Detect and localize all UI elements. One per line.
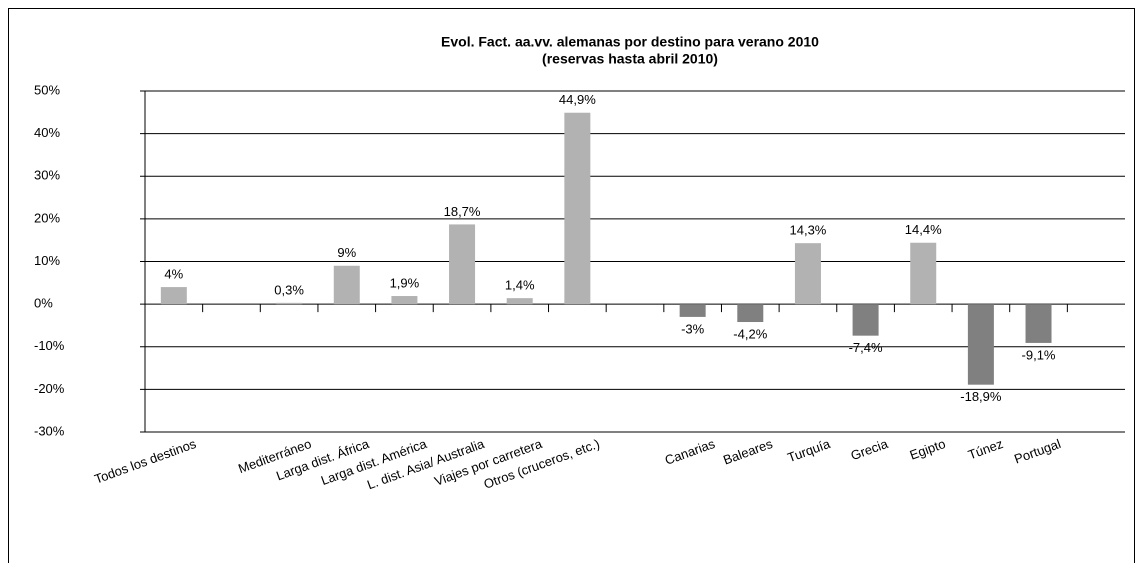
bar xyxy=(160,287,187,305)
data-label: 4% xyxy=(164,267,183,282)
bar xyxy=(1025,304,1052,343)
data-label: 1,4% xyxy=(505,278,535,293)
bar xyxy=(794,243,821,305)
data-label: 18,7% xyxy=(444,204,481,219)
data-label: 9% xyxy=(337,245,356,260)
y-tick-label: 20% xyxy=(34,210,60,225)
chart-subtitle: (reservas hasta abril 2010) xyxy=(542,51,718,67)
y-tick-label: 50% xyxy=(34,82,60,97)
y-tick-label: 40% xyxy=(34,125,60,140)
y-tick-label: -20% xyxy=(34,381,65,396)
y-tick-label: 30% xyxy=(34,168,60,183)
bar xyxy=(910,242,937,305)
bar xyxy=(333,265,360,305)
y-tick-label: -10% xyxy=(34,338,65,353)
y-tick-label: 10% xyxy=(34,253,60,268)
bar xyxy=(852,304,879,336)
bar xyxy=(737,304,764,323)
bar xyxy=(506,298,533,305)
data-label: 14,3% xyxy=(790,223,827,238)
y-tick-label: -30% xyxy=(34,423,65,438)
data-label: 0,3% xyxy=(274,282,304,297)
bar xyxy=(276,302,303,305)
chart-title: Evol. Fact. aa.vv. alemanas por destino … xyxy=(441,34,819,50)
data-label: -9,1% xyxy=(1022,347,1056,362)
data-label: -7,4% xyxy=(849,340,883,355)
data-label: -4,2% xyxy=(733,326,767,341)
y-tick-label: 0% xyxy=(34,296,53,311)
data-label: -18,9% xyxy=(960,389,1002,404)
data-label: 44,9% xyxy=(559,92,596,107)
data-label: -3% xyxy=(681,321,705,336)
bar xyxy=(391,296,418,305)
bar xyxy=(564,112,591,305)
data-label: 1,9% xyxy=(390,275,420,290)
data-label: 14,4% xyxy=(905,222,942,237)
bar xyxy=(679,304,706,317)
bar xyxy=(449,224,476,305)
bar xyxy=(967,304,994,385)
